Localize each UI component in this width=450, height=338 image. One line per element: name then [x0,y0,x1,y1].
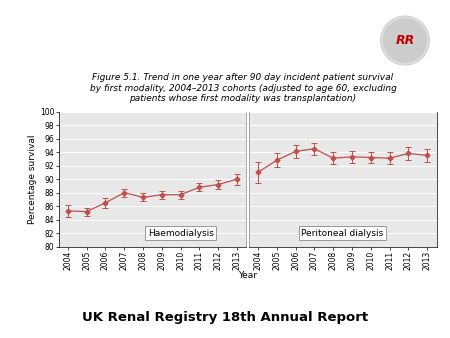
Text: Year: Year [238,271,257,280]
Circle shape [381,16,429,65]
Text: RR: RR [396,34,414,47]
Text: Peritoneal dialysis: Peritoneal dialysis [302,229,384,238]
Text: UK Renal Registry 18th Annual Report: UK Renal Registry 18th Annual Report [82,311,368,324]
Y-axis label: Percentage survival: Percentage survival [28,135,37,224]
Text: Figure 5.1. Trend in one year after 90 day incident patient survival
by first mo: Figure 5.1. Trend in one year after 90 d… [90,73,396,103]
Text: Haemodialysis: Haemodialysis [148,229,214,238]
